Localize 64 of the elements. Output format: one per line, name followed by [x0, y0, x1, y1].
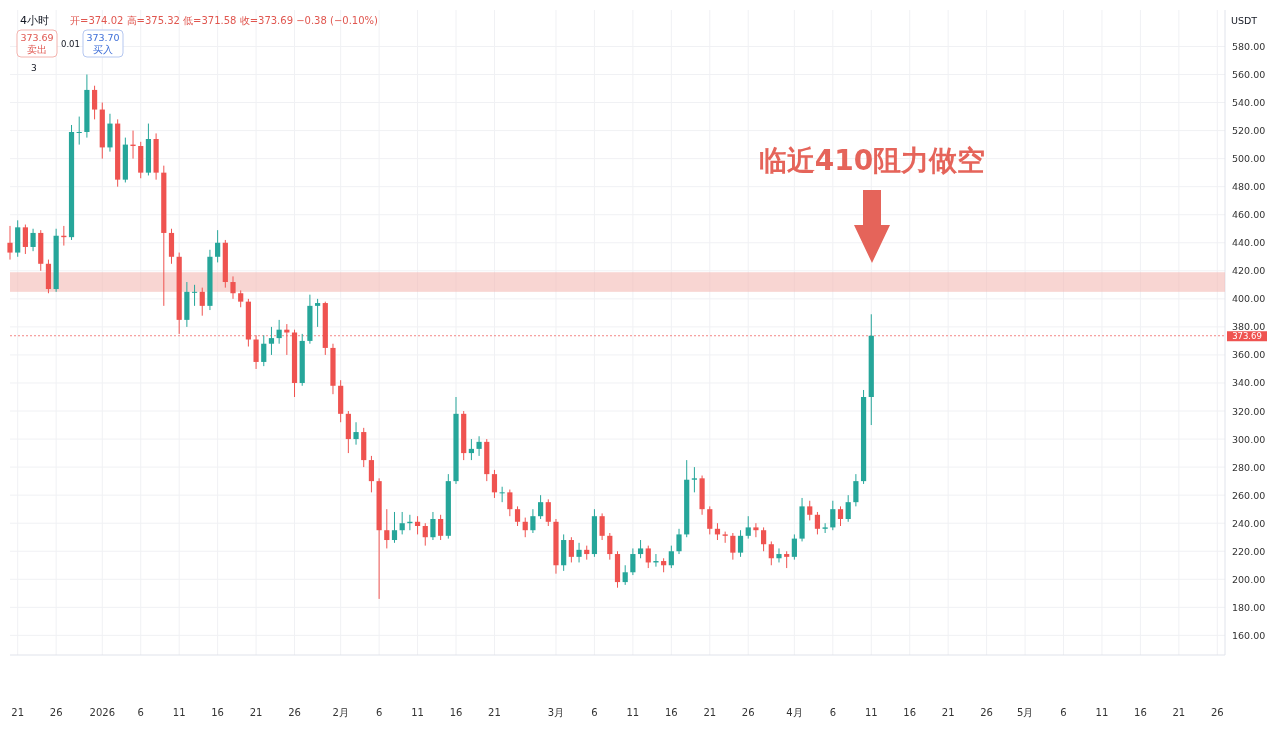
x-tick-label: 4月 — [786, 707, 803, 718]
x-tick-label: 21 — [703, 707, 717, 718]
x-tick-label: 3月 — [547, 707, 565, 718]
y-axis-title: USDT — [1231, 15, 1258, 26]
annotation: 3 — [31, 63, 37, 73]
x-tick-label: 21 — [941, 707, 955, 718]
y-tick-label: 260.00 — [1232, 489, 1266, 501]
y-tick-label: 440.00 — [1232, 237, 1266, 249]
x-tick-label: 21 — [1172, 707, 1186, 718]
annotation: 临近410阻力做空 — [758, 144, 986, 177]
x-tick-label: 11 — [864, 707, 878, 718]
x-tick-label: 11 — [626, 707, 640, 718]
annotation: 买入 — [93, 44, 113, 55]
x-tick-label: 6 — [1060, 707, 1067, 718]
y-tick-label: 580.00 — [1232, 40, 1266, 52]
y-tick-label: 380.00 — [1232, 321, 1266, 333]
x-tick-label: 11 — [411, 707, 424, 718]
y-tick-label: 480.00 — [1232, 181, 1266, 193]
ref-line-label: 373.69 — [1232, 330, 1262, 341]
y-tick-label: 520.00 — [1232, 125, 1266, 137]
y-tick-label: 320.00 — [1232, 405, 1266, 417]
x-tick-label: 26 — [980, 707, 993, 718]
annotation: 373.70 — [86, 32, 120, 43]
y-tick-label: 240.00 — [1232, 517, 1266, 529]
y-tick-label: 300.00 — [1232, 433, 1266, 445]
annotation: 373.69 — [20, 32, 54, 43]
y-tick-label: 360.00 — [1232, 349, 1266, 361]
x-tick-label: 21 — [11, 707, 25, 718]
x-tick-label: 26 — [288, 707, 301, 718]
x-tick-label: 6 — [591, 707, 598, 718]
annotation: 卖出 — [27, 44, 47, 55]
y-tick-label: 500.00 — [1232, 153, 1266, 165]
x-tick-label: 6 — [829, 707, 836, 718]
y-tick-label: 180.00 — [1232, 601, 1266, 613]
y-tick-label: 280.00 — [1232, 461, 1266, 473]
x-tick-label: 16 — [664, 707, 678, 718]
x-tick-label: 5月 — [1016, 707, 1034, 718]
x-tick-label: 16 — [903, 707, 917, 718]
x-tick-label: 16 — [1134, 707, 1147, 718]
y-tick-label: 400.00 — [1232, 293, 1266, 305]
x-tick-label: 26 — [49, 707, 63, 718]
y-tick-label: 540.00 — [1232, 97, 1266, 109]
x-tick-label: 21 — [488, 707, 501, 718]
x-tick-label: 11 — [172, 707, 186, 718]
x-tick-label: 6 — [375, 707, 383, 718]
x-tick-label: 16 — [211, 707, 224, 718]
y-tick-label: 160.00 — [1232, 629, 1266, 641]
x-tick-label: 16 — [449, 707, 463, 718]
x-tick-label: 6 — [137, 707, 144, 718]
y-tick-label: 460.00 — [1232, 209, 1266, 221]
y-tick-label: 340.00 — [1232, 377, 1266, 389]
text: 开=374.02 高=375.32 低=371.58 收=373.69 −0.38 (−0.10%) — [70, 15, 379, 26]
y-tick-label: 560.00 — [1232, 69, 1266, 80]
x-tick-label: 2月 — [332, 707, 349, 718]
chart-title: 4小时 — [20, 14, 49, 27]
annotation: 0.01 — [61, 39, 80, 49]
y-tick-label: 420.00 — [1232, 265, 1266, 277]
y-tick-label: 220.00 — [1232, 545, 1266, 557]
x-tick-label: 2026 — [89, 707, 116, 718]
x-tick-label: 11 — [1095, 707, 1109, 718]
x-tick-label: 21 — [249, 707, 263, 718]
x-tick-label: 26 — [741, 707, 755, 718]
x-tick-label: 26 — [1210, 707, 1224, 718]
y-tick-label: 200.00 — [1232, 573, 1266, 585]
